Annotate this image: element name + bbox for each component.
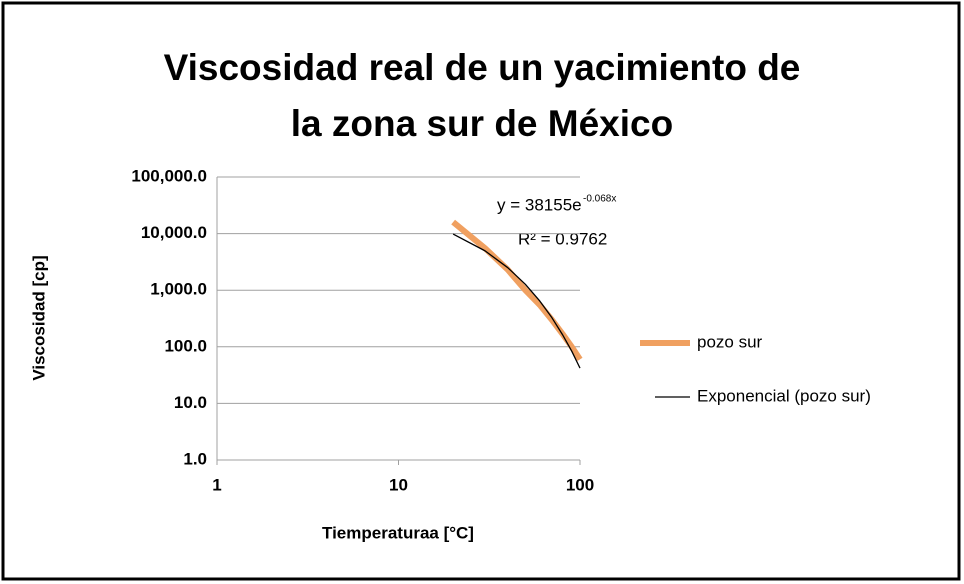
- x-tick-label: 100: [566, 475, 594, 494]
- x-tick-label: 10: [389, 475, 408, 494]
- y-axis-label: Viscosidad [cp]: [29, 255, 48, 380]
- y-tick-label: 10,000.0: [141, 223, 207, 242]
- y-tick-label: 100,000.0: [131, 166, 207, 185]
- y-tick-label: 100.0: [164, 336, 207, 355]
- chart-title: Viscosidad real de un yacimiento de: [164, 47, 801, 88]
- x-axis-label: Tiemperaturaa [°C]: [322, 523, 474, 542]
- trend-exponent: -0.068x: [583, 194, 616, 205]
- trend-r-squared: R² = 0.9762: [518, 229, 607, 248]
- trend-equation: y = 38155e: [497, 195, 582, 214]
- y-tick-label: 1.0: [183, 449, 207, 468]
- y-tick-label: 10.0: [174, 393, 207, 412]
- legend-label: Exponencial (pozo sur): [697, 386, 871, 405]
- x-tick-label: 1: [212, 475, 221, 494]
- data-line: [451, 219, 583, 362]
- legend-label: pozo sur: [697, 332, 763, 351]
- y-tick-label: 1,000.0: [150, 280, 207, 299]
- data-line: [452, 233, 581, 369]
- chart-title: la zona sur de México: [291, 103, 673, 144]
